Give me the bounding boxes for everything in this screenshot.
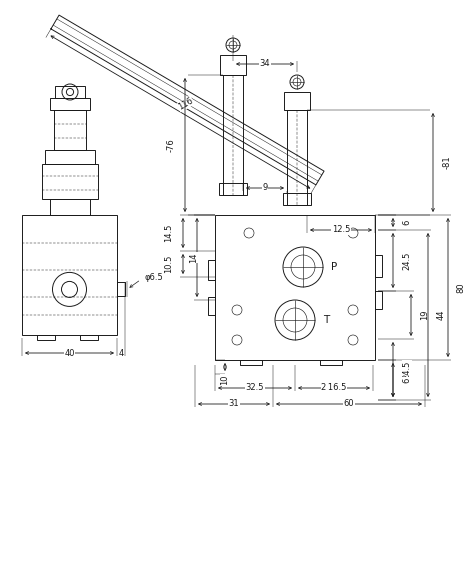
Text: 19: 19 (420, 310, 429, 320)
Text: 6: 6 (402, 220, 411, 225)
Text: 14.5: 14.5 (164, 224, 173, 242)
Bar (208, 297, 215, 315)
Bar (287, 110, 307, 205)
Text: P: P (331, 262, 337, 272)
Text: 40: 40 (64, 349, 75, 357)
Bar (42, 164, 98, 199)
Bar (54, 110, 86, 150)
Text: 24.5: 24.5 (402, 360, 411, 379)
Text: 9: 9 (263, 183, 268, 193)
Bar (240, 360, 262, 365)
Text: 24.5: 24.5 (402, 251, 411, 270)
Bar (223, 75, 243, 195)
Bar (215, 215, 375, 360)
Bar (22, 215, 117, 335)
Bar (55, 86, 85, 98)
Bar (284, 92, 310, 110)
Text: 80: 80 (456, 282, 465, 293)
Text: 34: 34 (260, 60, 270, 69)
Bar (208, 260, 215, 280)
Text: 10.5: 10.5 (164, 255, 173, 273)
Bar (117, 282, 125, 296)
Bar (45, 150, 95, 164)
Bar (50, 199, 90, 215)
Text: -81: -81 (443, 156, 452, 169)
Bar (80, 335, 98, 340)
Text: 2 16.5: 2 16.5 (321, 383, 346, 392)
Text: 32.5: 32.5 (246, 383, 264, 392)
Text: 14: 14 (190, 252, 199, 263)
Text: 4: 4 (118, 349, 124, 357)
Bar (375, 291, 382, 309)
Text: 10: 10 (220, 375, 229, 385)
Text: 60: 60 (344, 399, 354, 408)
Bar (50, 98, 90, 110)
Bar (37, 335, 55, 340)
Bar (320, 360, 342, 365)
Text: 12.5: 12.5 (332, 225, 350, 235)
Text: -76: -76 (166, 138, 175, 152)
Bar (220, 55, 246, 75)
Text: 31: 31 (228, 399, 239, 408)
Text: 116: 116 (176, 96, 194, 112)
Text: 44: 44 (437, 310, 446, 320)
Text: φ6.5: φ6.5 (145, 273, 164, 282)
Text: T: T (323, 315, 329, 325)
Text: 6: 6 (402, 377, 411, 383)
Bar (283, 193, 311, 205)
Bar (219, 183, 247, 195)
Bar (375, 255, 382, 277)
